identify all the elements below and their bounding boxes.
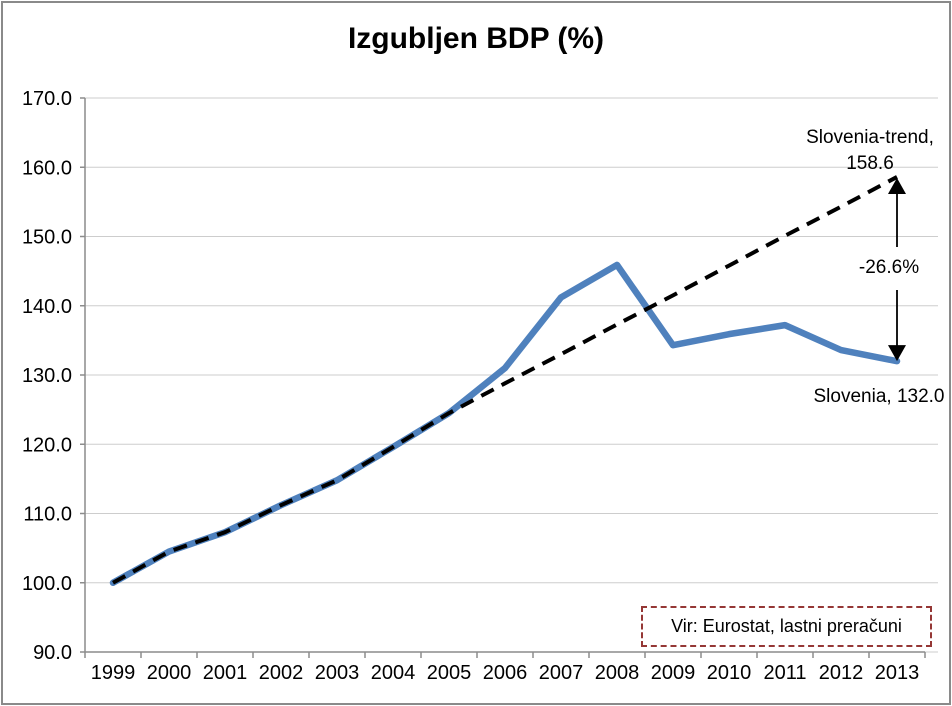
trend-label-name: Slovenia-trend, bbox=[806, 127, 934, 148]
source-citation-text: Vir: Eurostat, lastni preračuni bbox=[671, 616, 902, 636]
x-axis-tick-label: 2010 bbox=[707, 662, 752, 684]
y-axis-tick-label: 160.0 bbox=[22, 157, 72, 179]
x-axis-tick-label: 2003 bbox=[315, 662, 360, 684]
x-axis-tick-label: 2009 bbox=[651, 662, 696, 684]
y-axis-tick-label: 150.0 bbox=[22, 227, 72, 249]
slovenia-data-label: Slovenia, 132.0 bbox=[813, 386, 945, 407]
x-axis-tick-label: 2004 bbox=[371, 662, 416, 684]
x-axis-tick-label: 2001 bbox=[203, 662, 248, 684]
series-slovenia-trend-line bbox=[112, 175, 898, 585]
x-axis-tick-label: 2006 bbox=[483, 662, 528, 684]
x-axis-tick-label: 2007 bbox=[539, 662, 584, 684]
gap-percentage-label: -26.6% bbox=[858, 257, 920, 278]
y-axis-tick-label: 100.0 bbox=[22, 573, 72, 595]
y-axis-tick-label: 110.0 bbox=[23, 504, 72, 526]
y-axis-tick-label: 140.0 bbox=[22, 296, 72, 318]
gap-arrow-head-up bbox=[888, 177, 906, 194]
x-axis-tick-label: 2000 bbox=[147, 662, 192, 684]
y-axis-tick-label: 90.0 bbox=[33, 642, 72, 664]
y-axis-tick-label: 130.0 bbox=[22, 365, 72, 387]
trend-data-label: Slovenia-trend, 158.6 bbox=[770, 125, 952, 177]
gap-arrow-head-down bbox=[888, 345, 906, 362]
x-axis-tick-label: 1999 bbox=[91, 662, 136, 684]
chart-title: Izgubljen BDP (%) bbox=[347, 22, 605, 55]
x-axis-tick-label: 2013 bbox=[875, 662, 920, 684]
series-slovenia-line bbox=[109, 261, 901, 586]
source-citation-box: Vir: Eurostat, lastni preračuni bbox=[641, 606, 932, 647]
x-axis-tick-label: 2002 bbox=[259, 662, 304, 684]
x-axis-tick-label: 2005 bbox=[427, 662, 472, 684]
x-axis-tick-label: 2008 bbox=[595, 662, 640, 684]
y-axis-tick-label: 170.0 bbox=[22, 88, 72, 110]
x-axis-tick-label: 2011 bbox=[763, 662, 806, 684]
y-axis-tick-label: 120.0 bbox=[22, 434, 72, 456]
trend-label-value: 158.6 bbox=[846, 153, 894, 174]
x-axis-tick-label: 2012 bbox=[819, 662, 864, 684]
